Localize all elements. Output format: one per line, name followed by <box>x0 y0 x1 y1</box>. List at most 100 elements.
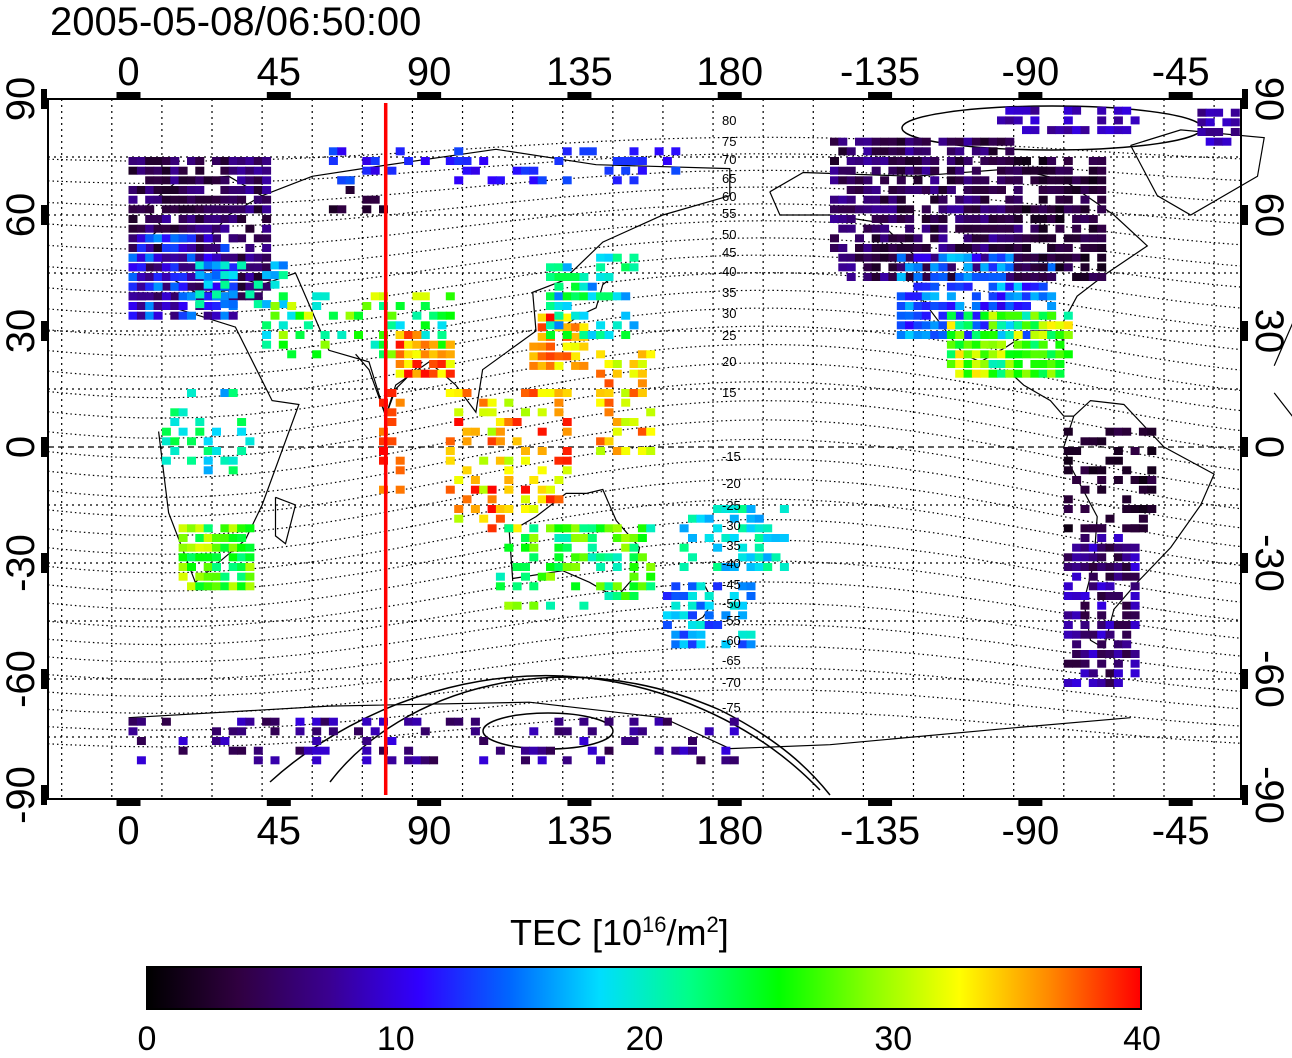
tec-cell <box>955 302 964 310</box>
tec-cell <box>1030 126 1039 134</box>
tec-cell <box>137 737 146 745</box>
bottom-frame-tick <box>868 800 892 806</box>
tec-cell <box>1022 205 1031 213</box>
tec-cell <box>930 292 939 300</box>
tec-cell <box>613 370 622 378</box>
tec-cell <box>688 553 697 561</box>
top-lon-label: 135 <box>546 50 613 94</box>
tec-cell <box>980 196 989 204</box>
tec-cell <box>554 544 563 552</box>
tec-cell <box>721 756 730 764</box>
tec-cell <box>730 718 739 726</box>
tec-cell <box>220 157 229 165</box>
tec-cell <box>179 553 188 561</box>
tec-cell <box>880 138 889 146</box>
tec-cell <box>237 167 246 175</box>
tec-cell <box>914 138 923 146</box>
tec-cell <box>1106 669 1115 677</box>
tec-cell <box>989 234 998 242</box>
tec-cell <box>1122 602 1131 610</box>
tec-cell <box>296 331 305 339</box>
tec-cell <box>129 302 138 310</box>
tec-cell <box>1005 225 1014 233</box>
tec-cell <box>154 273 163 281</box>
tec-cell <box>955 341 964 349</box>
tec-cell <box>1089 553 1098 561</box>
tec-cell <box>922 263 931 271</box>
tec-cell <box>1097 631 1106 639</box>
tec-cell <box>972 186 981 194</box>
tec-cell <box>989 370 998 378</box>
tec-cell <box>1030 225 1039 233</box>
tec-cell <box>1055 350 1064 358</box>
tec-cell <box>204 466 213 474</box>
tec-cell <box>1097 640 1106 648</box>
tec-cell <box>579 147 588 155</box>
tec-cell <box>387 312 396 320</box>
tec-cell <box>162 283 171 291</box>
tec-cell <box>1097 157 1106 165</box>
tec-cell <box>1097 582 1106 590</box>
tec-cell <box>237 727 246 735</box>
tec-cell <box>195 254 204 262</box>
tec-cell <box>446 457 455 465</box>
top-lon-label: 0 <box>117 50 139 94</box>
tec-cell <box>179 176 188 184</box>
tec-cell <box>947 138 956 146</box>
tec-cell <box>1081 660 1090 668</box>
tec-cell <box>137 273 146 281</box>
tec-cell <box>989 147 998 155</box>
tec-cell <box>1122 640 1131 648</box>
tec-cell <box>262 234 271 242</box>
tec-cell <box>621 399 630 407</box>
contour-label: 60 <box>722 189 736 204</box>
tec-cell <box>446 341 455 349</box>
tec-cell <box>605 582 614 590</box>
tec-cell <box>1131 524 1140 532</box>
tec-cell <box>195 573 204 581</box>
tec-cell <box>571 343 580 351</box>
tec-cell <box>964 273 973 281</box>
tec-cell <box>204 457 213 465</box>
tec-cell <box>621 447 630 455</box>
tec-cell <box>204 176 213 184</box>
tec-cell <box>1097 592 1106 600</box>
tec-cell <box>655 747 664 755</box>
tec-cell <box>1097 544 1106 552</box>
tec-cell <box>972 302 981 310</box>
tec-cell <box>579 323 588 331</box>
tec-cell <box>980 273 989 281</box>
left-lat-label: -60 <box>0 650 43 708</box>
tec-cell <box>237 186 246 194</box>
right-lat-label: -90 <box>1247 766 1291 824</box>
tec-cell <box>847 254 856 262</box>
tec-cell <box>1106 515 1115 523</box>
tec-cell <box>521 495 530 503</box>
tec-cell <box>980 147 989 155</box>
tec-cell <box>596 437 605 445</box>
tec-cell <box>554 283 563 291</box>
tec-cell <box>170 302 179 310</box>
tec-cell <box>1022 254 1031 262</box>
tec-cell <box>262 321 271 329</box>
tec-cell <box>880 157 889 165</box>
tec-cell <box>989 138 998 146</box>
tec-cell <box>237 447 246 455</box>
tec-cell <box>187 389 196 397</box>
tec-cell <box>145 302 154 310</box>
tec-cell <box>1231 128 1240 136</box>
tec-cell <box>1214 128 1223 136</box>
tec-cell <box>496 515 505 523</box>
tec-cell <box>838 225 847 233</box>
tec-cell <box>271 727 280 735</box>
tec-cell <box>947 283 956 291</box>
tec-cell <box>588 553 597 561</box>
tec-cell <box>930 167 939 175</box>
tec-cell <box>1106 621 1115 629</box>
tec-cell <box>747 553 756 561</box>
tec-cell <box>513 524 522 532</box>
tec-cell <box>1097 273 1106 281</box>
tec-cell <box>872 254 881 262</box>
tec-cell <box>220 196 229 204</box>
tec-cell <box>245 718 254 726</box>
